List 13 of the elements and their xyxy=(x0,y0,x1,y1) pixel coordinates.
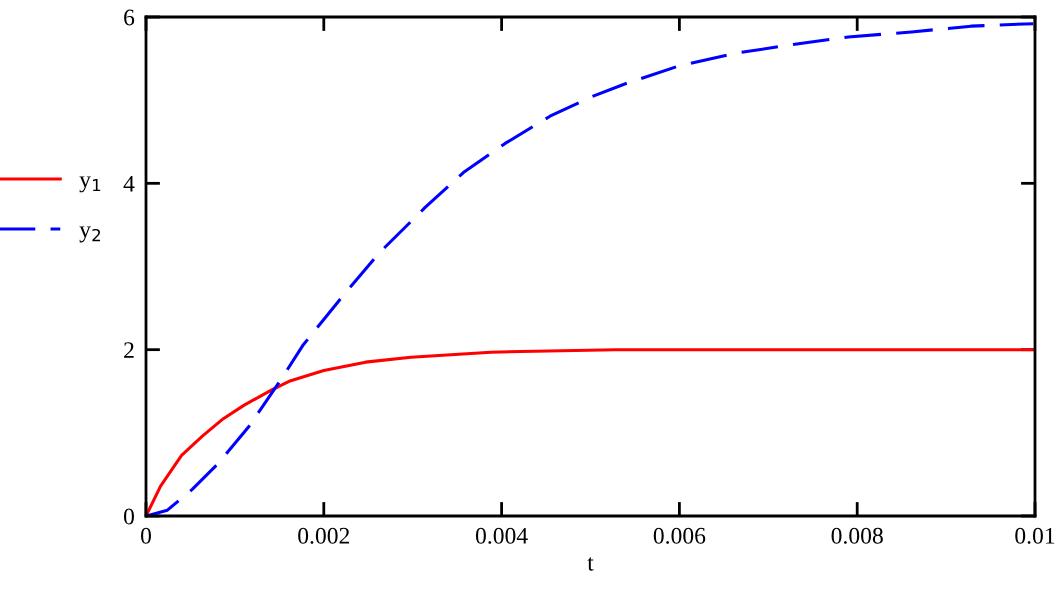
x-tick-label: 0.006 xyxy=(653,527,706,544)
y-tick-label: 0 xyxy=(123,508,134,525)
legend-label: y$_{2}$ xyxy=(79,226,101,243)
y-tick-label: 4 xyxy=(123,175,135,192)
y-tick-label: 6 xyxy=(124,9,135,26)
x-tick-label: 0.004 xyxy=(475,527,528,544)
x-tick-label: 0.008 xyxy=(831,527,883,544)
x-tick-label: 0 xyxy=(141,527,151,544)
legend-label: y$_{1}$ xyxy=(79,176,101,193)
x-axis-title: t xyxy=(587,557,594,571)
y-tick-label: 2 xyxy=(124,342,134,358)
x-tick-label: 0.01 xyxy=(1015,527,1055,544)
x-tick-label: 0.002 xyxy=(298,527,350,544)
